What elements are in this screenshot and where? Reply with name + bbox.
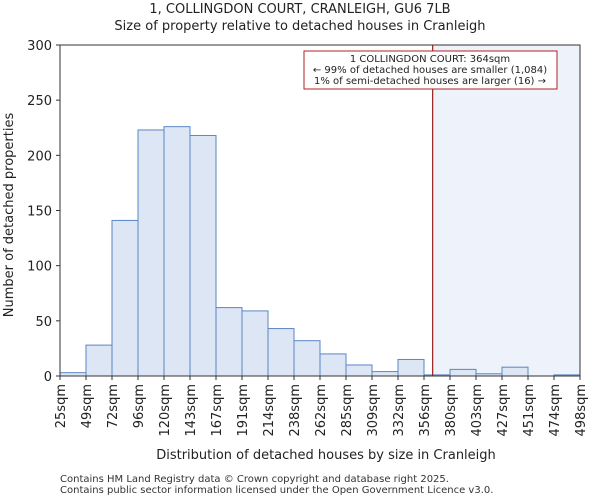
bar-262sqm	[319, 353, 347, 377]
bar-214sqm	[267, 328, 295, 377]
bar-427sqm	[501, 366, 529, 377]
x-tick-label: 332sqm	[392, 384, 407, 437]
x-tick-label: 356sqm	[418, 384, 433, 437]
larger-properties-region	[432, 45, 580, 376]
bar-96sqm	[137, 129, 165, 377]
x-tick-label: 143sqm	[184, 384, 199, 437]
x-tick-label: 167sqm	[210, 384, 225, 437]
annotation-line-3: 1% of semi-detached houses are larger (1…	[314, 76, 546, 87]
y-tick-label: 100	[27, 260, 52, 275]
x-tick-label: 96sqm	[132, 384, 147, 428]
chart-subtitle: Size of property relative to detached ho…	[114, 19, 486, 34]
x-tick-label: 238sqm	[288, 384, 303, 437]
bar-49sqm	[85, 344, 113, 377]
x-tick-label: 285sqm	[340, 384, 355, 437]
bar-309sqm	[371, 371, 399, 377]
y-tick-label: 250	[27, 94, 52, 109]
x-tick-label: 451sqm	[522, 384, 537, 437]
chart-title: 1, COLLINGDON COURT, CRANLEIGH, GU6 7LB	[149, 2, 451, 17]
bar-238sqm	[293, 340, 321, 377]
annotation-box	[303, 50, 558, 90]
x-tick-label: 49sqm	[80, 384, 95, 428]
x-tick-label: 214sqm	[262, 384, 277, 437]
x-tick-label: 498sqm	[574, 384, 589, 437]
annotation-line-1: 1 COLLINGDON COURT: 364sqm	[350, 54, 510, 65]
x-tick-label: 403sqm	[470, 384, 485, 437]
y-tick-label: 150	[27, 205, 52, 220]
x-tick-label: 474sqm	[548, 384, 563, 437]
y-tick-label: 300	[27, 39, 52, 54]
x-tick-label: 380sqm	[444, 384, 459, 437]
footer-copyright: Contains HM Land Registry data © Crown c…	[60, 474, 449, 485]
bar-143sqm	[189, 134, 217, 377]
x-tick-label: 262sqm	[314, 384, 329, 437]
y-axis-label: Number of detached properties	[2, 113, 17, 318]
x-tick-label: 120sqm	[158, 384, 173, 437]
annotation-line-2: ← 99% of detached houses are smaller (1,…	[313, 65, 547, 76]
bar-332sqm	[397, 358, 425, 377]
bar-167sqm	[215, 307, 243, 377]
x-tick-label: 309sqm	[366, 384, 381, 437]
y-tick-label: 200	[27, 149, 52, 164]
x-tick-label: 25sqm	[54, 384, 69, 428]
bar-285sqm	[345, 364, 373, 377]
bar-120sqm	[163, 126, 191, 377]
y-tick-label: 50	[35, 315, 52, 330]
x-tick-label: 191sqm	[236, 384, 251, 437]
bar-380sqm	[449, 368, 477, 377]
bar-191sqm	[241, 310, 269, 377]
x-tick-label: 427sqm	[496, 384, 511, 437]
x-tick-label: 72sqm	[106, 384, 121, 428]
x-axis-label: Distribution of detached houses by size …	[156, 448, 496, 463]
y-tick-label: 0	[44, 370, 52, 385]
footer-licence: Contains public sector information licen…	[60, 485, 494, 496]
bar-72sqm	[111, 219, 139, 377]
